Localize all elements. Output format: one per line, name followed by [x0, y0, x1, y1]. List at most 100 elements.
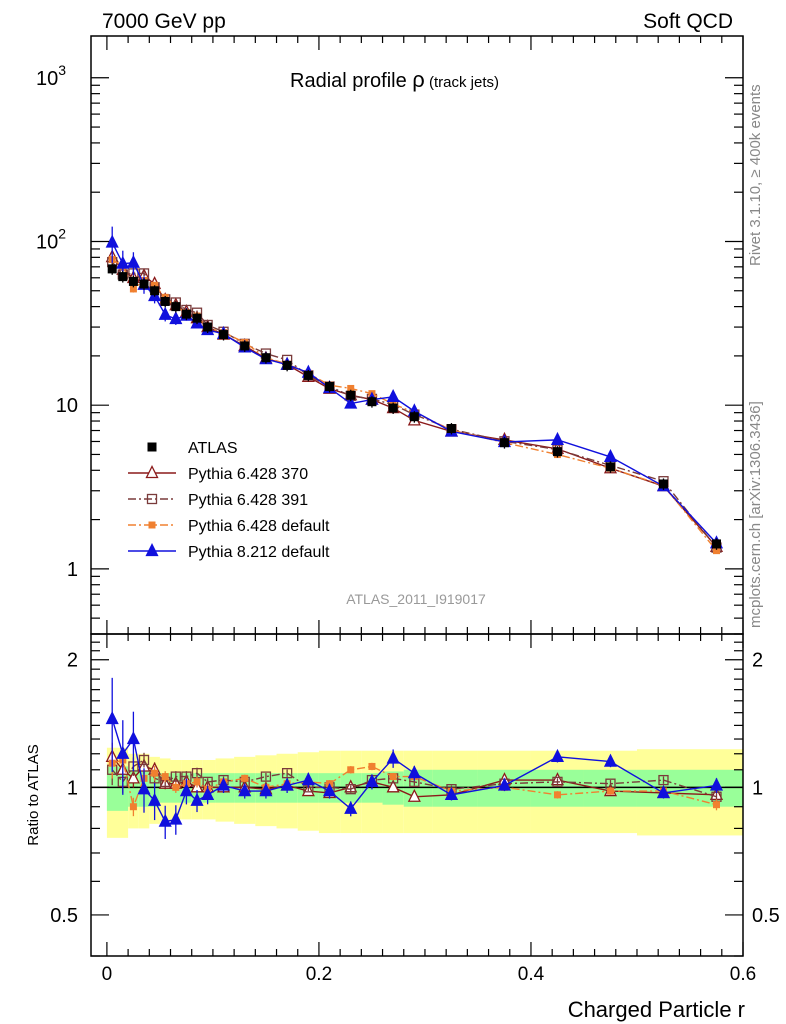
- main-series-3-point: [158, 306, 172, 320]
- ratio-series-3-point: [105, 710, 119, 725]
- ratio-series-3-point: [603, 753, 618, 767]
- ratio-series-3-point: [116, 745, 130, 759]
- ratio-series-1-point: [345, 784, 356, 795]
- header-category-label: Soft QCD: [643, 10, 733, 33]
- ratio-series-3-point: [656, 784, 671, 799]
- ratio-series-3-point: [148, 792, 162, 806]
- data-point: [192, 313, 202, 323]
- ratio-series-1-point: [170, 771, 181, 782]
- main-series-2-point: [129, 285, 137, 293]
- ratio-series-0-point: [126, 770, 140, 784]
- main-series-2-point: [347, 384, 355, 392]
- ratio-series-3-point: [238, 783, 252, 797]
- ratio-series-3-point: [126, 731, 140, 745]
- ratio-series-1-point: [658, 774, 669, 786]
- ratio-panel-series: [105, 677, 724, 839]
- ratio-series-3-point: [407, 765, 421, 779]
- ratio-series-3-point: [386, 750, 400, 764]
- data-point: [160, 296, 170, 306]
- data-point: [367, 397, 377, 407]
- main-series-3-point: [105, 234, 119, 248]
- ratio-series-1-point: [138, 754, 150, 766]
- y-tick-label-main: 103: [36, 62, 66, 90]
- ratio-panel-frame: [90, 633, 744, 957]
- data-point: [303, 370, 313, 380]
- data-point: [107, 264, 117, 274]
- ratio-y-axis-label: Ratio to ATLAS: [25, 744, 42, 845]
- legend-label: Pythia 6.428 391: [188, 492, 308, 509]
- ratio-series-2-point: [553, 791, 561, 799]
- legend-marker: [148, 521, 156, 529]
- y-tick-label-main: 102: [36, 225, 66, 253]
- y-tick-exponent: 2: [58, 225, 66, 241]
- ratio-series-3-point: [444, 786, 459, 800]
- ratio-series-2-point: [606, 787, 614, 795]
- x-tick-label: 0: [102, 964, 113, 985]
- legend-marker: [145, 543, 159, 557]
- ratio-series-3-point: [259, 783, 273, 797]
- main-data-group: [107, 263, 721, 550]
- rivet-version-label: Rivet 3.1.10, ≥ 400k events: [747, 84, 764, 266]
- x-tick-label: 0.6: [730, 964, 756, 985]
- legend-label: Pythia 8.212 default: [188, 544, 330, 561]
- ratio-series-3-point: [709, 777, 724, 791]
- legend-item: Pythia 6.428 default: [128, 518, 330, 535]
- y-tick-label-ratio-right: 1: [752, 777, 763, 799]
- y-tick-exponent: 3: [58, 62, 66, 78]
- analysis-tag: ATLAS_2011_I919017: [346, 591, 486, 607]
- ratio-band-inner: [106, 766, 118, 811]
- data-point: [139, 279, 149, 289]
- header-beam-label: 7000 GeV pp: [102, 10, 226, 33]
- legend-item: ATLAS: [147, 440, 238, 457]
- main-series-3-point: [344, 395, 358, 409]
- y-tick-label-main: 1: [67, 559, 78, 581]
- main-series-3-point: [386, 388, 400, 403]
- legend-item: Pythia 8.212 default: [128, 543, 330, 561]
- main-series-3-point: [126, 254, 140, 268]
- data-point: [658, 479, 668, 489]
- data-point: [409, 412, 419, 422]
- legend-label: Pythia 6.428 370: [188, 466, 308, 483]
- data-point: [282, 360, 292, 370]
- main-title: Radial profile ρ (track jets): [290, 67, 499, 92]
- main-panel-series: [105, 226, 724, 555]
- data-point: [499, 438, 509, 448]
- data-point: [171, 302, 181, 312]
- ratio-series-2-point: [151, 769, 159, 777]
- y-tick-base: 10: [36, 68, 58, 90]
- y-tick-label-ratio-left: 2: [67, 650, 78, 672]
- legend-marker: [145, 465, 159, 479]
- ratio-series-2-point: [129, 803, 137, 811]
- y-tick-label-ratio-left: 0.5: [50, 905, 78, 927]
- ratio-series-2-point: [347, 766, 355, 774]
- data-point: [325, 382, 335, 392]
- data-point: [181, 309, 191, 319]
- data-point: [128, 276, 138, 286]
- data-point: [605, 462, 615, 472]
- ratio-series-2-point: [712, 801, 720, 809]
- ratio-band-inner: [128, 769, 139, 807]
- ratio-series-3-point: [216, 777, 231, 791]
- ratio-series-2-point: [389, 773, 397, 781]
- ratio-series-3-point: [497, 777, 512, 791]
- main-title-subtitle: (track jets): [425, 74, 499, 91]
- ratio-series-3-point: [301, 772, 315, 786]
- y-tick-label-ratio-right: 2: [752, 650, 763, 672]
- ratio-series-3-point: [344, 800, 358, 814]
- main-series-3-point: [116, 255, 130, 269]
- ratio-series-1-line: [111, 759, 717, 798]
- ratio-series-3-point: [365, 773, 379, 788]
- x-tick-label: 0.2: [306, 964, 332, 985]
- ratio-series-2-point: [193, 778, 201, 786]
- ratio-series-3-point: [322, 783, 337, 797]
- data-point: [446, 424, 456, 434]
- ratio-series-3-point: [550, 748, 565, 763]
- main-series-2-point: [712, 547, 720, 555]
- y-tick-label-main: 10: [56, 395, 78, 417]
- ratio-series-2-point: [172, 783, 180, 791]
- ratio-series-1-point: [552, 776, 563, 788]
- ratio-series-3-point: [190, 792, 204, 806]
- ratio-series-3-point: [201, 786, 215, 800]
- ratio-series-0-point: [386, 779, 400, 793]
